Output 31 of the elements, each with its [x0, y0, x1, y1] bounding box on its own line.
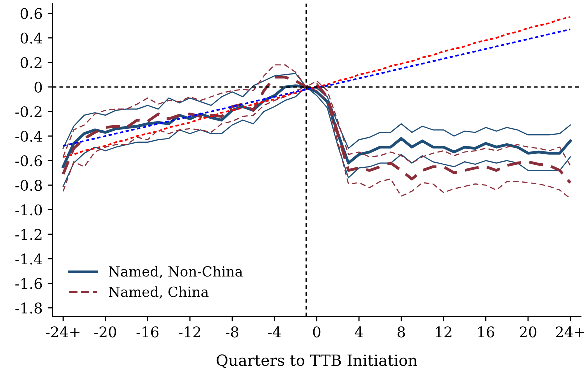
x-tick-label: -4: [268, 326, 282, 338]
x-tick-label: -20: [94, 326, 116, 338]
x-tick-label: 4: [355, 326, 364, 338]
y-tick-label: -1.6: [16, 278, 42, 290]
x-tick-label: -16: [136, 326, 159, 338]
x-tick-label: -24+: [46, 326, 80, 338]
y-tick-label: -0.6: [16, 156, 42, 167]
y-tick-label: -1.4: [16, 254, 42, 265]
y-tick-label: -0.2: [16, 106, 42, 118]
x-tick-label: 0: [313, 326, 321, 338]
y-tick-label: -1.8: [16, 302, 42, 314]
legend-label: Named, Non-China: [109, 266, 243, 279]
y-tick-label: 0: [34, 82, 42, 93]
x-tick-label: 12: [436, 326, 452, 338]
y-tick-label: 0.6: [20, 8, 42, 20]
legend-label: Named, China: [109, 286, 209, 300]
y-tick-label: 0.2: [20, 57, 42, 68]
x-tick-label: -8: [226, 326, 239, 338]
x-tick-label: 16: [478, 326, 494, 338]
y-tick-label: -1.0: [16, 204, 42, 216]
x-tick-label: 8: [398, 326, 406, 338]
line-series: [62, 28, 572, 147]
line-series: [62, 16, 572, 158]
y-tick-label: 0.4: [20, 32, 42, 44]
y-tick-label: -1.2: [16, 229, 42, 240]
x-tick-label: 20: [520, 326, 537, 338]
x-tick-label: 24+: [556, 326, 584, 338]
x-tick-label: -12: [179, 326, 200, 338]
x-axis-title: Quarters to TTB Initiation: [216, 354, 418, 368]
y-tick-label: -0.8: [16, 180, 42, 192]
y-tick-label: -0.4: [16, 131, 42, 142]
